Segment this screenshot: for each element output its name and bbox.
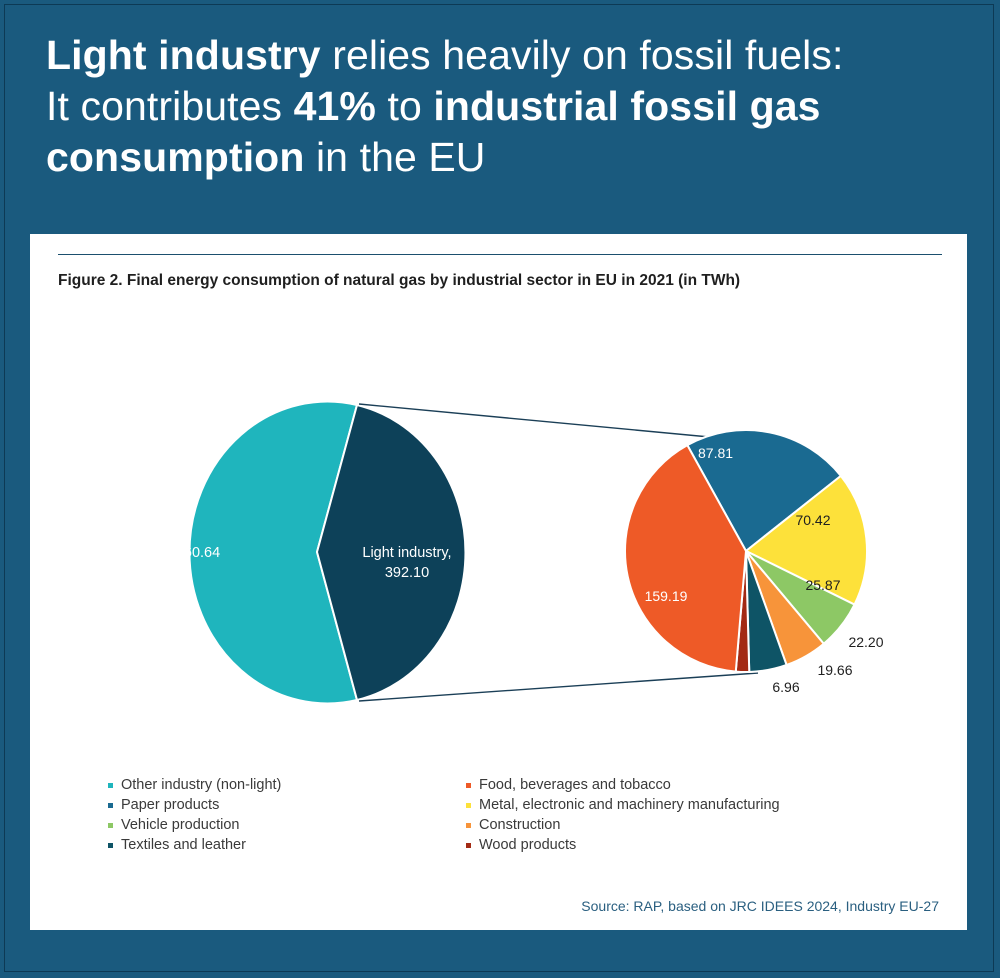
legend-swatch xyxy=(466,782,471,788)
label-light-industry-value: 392.10 xyxy=(385,565,429,581)
legend-label: Paper products xyxy=(121,797,220,813)
legend-swatch xyxy=(466,822,471,828)
connector-line-bottom xyxy=(358,672,759,702)
legend-label: Vehicle production xyxy=(121,817,240,833)
legend-item: Construction xyxy=(466,816,866,834)
label-vehicle-production: 25.87 xyxy=(805,577,840,593)
headline-bold-light-industry: Light industry xyxy=(46,32,321,78)
legend-label: Metal, electronic and machinery manufact… xyxy=(479,797,780,813)
source-note: Source: RAP, based on JRC IDEES 2024, In… xyxy=(581,898,939,914)
slice-food-beverages-and-tobacco xyxy=(624,443,748,673)
legend-label: Other industry (non-light) xyxy=(121,777,282,793)
label-food-beverages-and-tobacco: 159.19 xyxy=(645,588,688,604)
label-metal-electronic-and-machinery-manufacturing: 70.42 xyxy=(795,512,830,528)
legend-label: Construction xyxy=(479,817,561,833)
label-construction: 22.20 xyxy=(848,634,883,650)
legend-item: Paper products xyxy=(108,796,466,814)
headline: Light industry relies heavily on fossil … xyxy=(46,30,966,183)
legend-swatch xyxy=(466,842,471,848)
label-wood-products: 6.96 xyxy=(772,679,799,695)
label-paper-products: 87.81 xyxy=(698,445,733,461)
headline-line-3: consumption in the EU xyxy=(46,132,966,183)
chart-legend: Other industry (non-light) Food, beverage… xyxy=(108,776,868,854)
pie-of-pie-chart: 560.64 Light industry, 392.10 87.81 70.42 25.… xyxy=(176,400,884,705)
legend-swatch xyxy=(108,842,113,848)
label-light-industry: Light industry, xyxy=(362,545,451,561)
label-textiles-and-leather: 19.66 xyxy=(817,662,852,678)
figure-card: Figure 2. Final energy consumption of na… xyxy=(30,234,967,930)
legend-item: Food, beverages and tobacco xyxy=(466,776,866,794)
figure-title: Figure 2. Final energy consumption of na… xyxy=(58,272,741,289)
legend-item: Wood products xyxy=(466,836,866,854)
headline-text: in the EU xyxy=(304,134,486,180)
legend-swatch xyxy=(466,802,471,808)
slice-light-industry xyxy=(315,403,467,702)
legend-item: Textiles and leather xyxy=(108,836,466,854)
headline-line-2: It contributes 41% to industrial fossil … xyxy=(46,81,966,132)
headline-text: It contributes xyxy=(46,83,294,129)
connector-line-top xyxy=(358,403,753,442)
slice-paper-products xyxy=(685,429,843,553)
figure-top-rule xyxy=(58,254,942,255)
outer-frame xyxy=(4,4,994,972)
legend-label: Food, beverages and tobacco xyxy=(479,777,671,793)
legend-swatch xyxy=(108,782,113,788)
label-other-industry: 560.64 xyxy=(176,545,220,561)
legend-swatch xyxy=(108,822,113,828)
headline-bold-percent: 41% xyxy=(293,83,376,129)
headline-text: relies heavily on fossil fuels: xyxy=(320,32,844,78)
headline-bold-fossil-gas: industrial fossil gas xyxy=(433,83,821,129)
legend-label: Wood products xyxy=(479,837,577,853)
slice-metal-electronic-and-machinery-manufacturing xyxy=(744,474,868,606)
headline-line-1: Light industry relies heavily on fossil … xyxy=(46,30,966,81)
legend-item: Vehicle production xyxy=(108,816,466,834)
legend-swatch xyxy=(108,802,113,808)
legend-item: Metal, electronic and machinery manufact… xyxy=(466,796,866,814)
legend-item: Other industry (non-light) xyxy=(108,776,466,794)
headline-text: to xyxy=(376,83,434,129)
legend-label: Textiles and leather xyxy=(121,837,246,853)
headline-bold-consumption: consumption xyxy=(46,134,305,180)
slice-other-industry xyxy=(188,400,359,705)
